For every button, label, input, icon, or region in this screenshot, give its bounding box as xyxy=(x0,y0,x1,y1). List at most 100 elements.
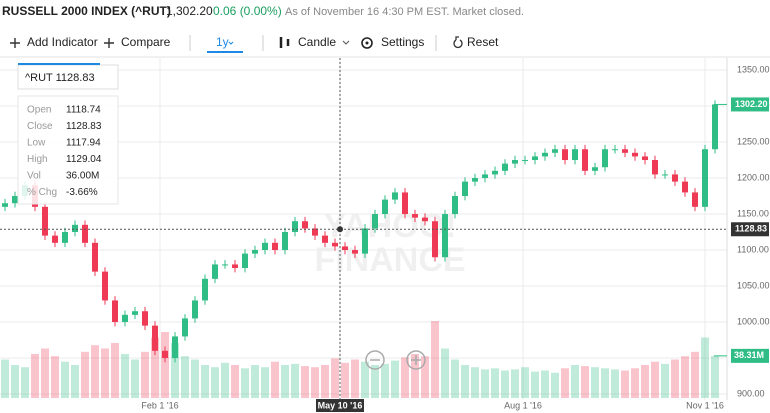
candle-body xyxy=(112,300,118,323)
volume-bar xyxy=(701,337,709,398)
volume-bar xyxy=(471,367,479,398)
candle-body xyxy=(272,242,278,251)
y-tick-label: 1100.00 xyxy=(737,244,769,254)
tooltip-value: -3.66% xyxy=(66,187,98,198)
candle-body xyxy=(2,203,8,207)
tooltip-box xyxy=(17,95,119,205)
volume-bar xyxy=(501,370,509,398)
candle-body xyxy=(292,221,298,233)
y-tick-label: 1250.00 xyxy=(737,136,770,146)
chart-type[interactable]: Candle xyxy=(298,35,336,49)
x-tick-label: Aug 1 '16 xyxy=(504,400,542,410)
volume-bar xyxy=(431,321,439,398)
volume-bar xyxy=(541,370,549,398)
candle-body xyxy=(592,167,598,171)
volume-bar xyxy=(631,368,639,398)
crosshair-dot xyxy=(337,226,343,233)
volume-bar xyxy=(671,359,679,398)
compare[interactable]: Compare xyxy=(121,35,171,49)
candle-body xyxy=(402,192,408,215)
candle-body xyxy=(132,311,138,315)
volume-bar xyxy=(281,365,289,398)
plus-icon xyxy=(104,38,114,48)
candle-body xyxy=(82,224,88,243)
price: 1,302.20 xyxy=(166,4,213,18)
x-tick-label: May 10 '16 xyxy=(318,400,363,410)
volume-bar xyxy=(171,343,179,398)
candle-body xyxy=(512,160,518,164)
candle-body xyxy=(652,160,658,175)
candle-body xyxy=(442,214,448,258)
add-indicator[interactable]: Add Indicator xyxy=(27,35,98,49)
volume-bar xyxy=(341,362,349,398)
volume-bar xyxy=(581,366,589,398)
volume-bar xyxy=(151,337,159,398)
candle-body xyxy=(522,160,528,162)
candle-body xyxy=(572,149,578,161)
volume-bar xyxy=(61,361,69,398)
volume-bar xyxy=(31,354,39,398)
candle-body xyxy=(322,235,328,243)
volume-bar xyxy=(491,368,499,398)
candle-body xyxy=(312,228,318,236)
candle-body xyxy=(702,149,708,207)
volume-bar xyxy=(661,363,669,398)
candle-body xyxy=(222,264,228,266)
settings-icon xyxy=(365,41,369,45)
volume-bar xyxy=(611,369,619,398)
tooltip-value: 36.00M xyxy=(66,171,99,182)
candle-body xyxy=(352,250,358,254)
tooltip-value: 1128.83 xyxy=(66,121,102,132)
settings-icon xyxy=(361,37,373,49)
settings[interactable]: Settings xyxy=(381,35,424,49)
volume-bar xyxy=(161,332,169,398)
volume-bar xyxy=(521,367,529,398)
volume-bar xyxy=(561,368,569,398)
x-tick-label: Nov 1 '16 xyxy=(686,400,724,410)
x-tick-label: Feb 1 '16 xyxy=(141,400,178,410)
volume-bar xyxy=(371,365,379,398)
volume-bar xyxy=(251,365,259,398)
range[interactable]: 1y xyxy=(216,35,229,49)
candle-body xyxy=(372,214,378,229)
volume-bar xyxy=(331,358,339,398)
tooltip-value: 1118.74 xyxy=(66,105,101,116)
volume-bar xyxy=(201,365,209,398)
candle-body xyxy=(42,206,48,236)
candle-body xyxy=(122,314,128,323)
volume-bar xyxy=(91,345,99,398)
y-tick-label: 1000.00 xyxy=(737,316,770,326)
volume-bar xyxy=(351,359,359,398)
candle-body xyxy=(302,221,308,229)
candle-body xyxy=(582,149,588,171)
candle-body xyxy=(472,178,478,182)
volume-bar xyxy=(411,354,419,398)
candle-body xyxy=(182,318,188,337)
candle-body xyxy=(532,156,538,161)
zoom-in[interactable] xyxy=(406,350,426,370)
volume-label: 38.31M xyxy=(734,350,764,360)
volume-bar xyxy=(381,363,389,398)
crosshair-label-box xyxy=(731,222,769,237)
candle-body xyxy=(632,152,638,157)
reset-icon xyxy=(453,36,463,49)
candle-body xyxy=(382,199,388,215)
volume-bar xyxy=(141,351,149,398)
reset[interactable]: Reset xyxy=(467,35,499,49)
y-tick-label: 1150.00 xyxy=(737,208,769,218)
candle-body xyxy=(172,336,178,359)
candle-body xyxy=(682,181,688,193)
candle-body xyxy=(202,278,208,301)
candle-body xyxy=(692,192,698,207)
plot: YAHOO!FINANCE900.00950.001000.001050.001… xyxy=(0,58,770,412)
volume-label-box xyxy=(731,348,769,363)
volume-bar xyxy=(41,348,49,398)
volume-bar xyxy=(21,367,29,398)
zoom-out[interactable] xyxy=(365,350,385,370)
y-tick-label: 1200.00 xyxy=(737,172,770,182)
candle-body xyxy=(492,170,498,175)
tooltip-label: Vol xyxy=(27,171,41,182)
volume-bar xyxy=(241,368,249,398)
candle-body xyxy=(242,253,248,269)
